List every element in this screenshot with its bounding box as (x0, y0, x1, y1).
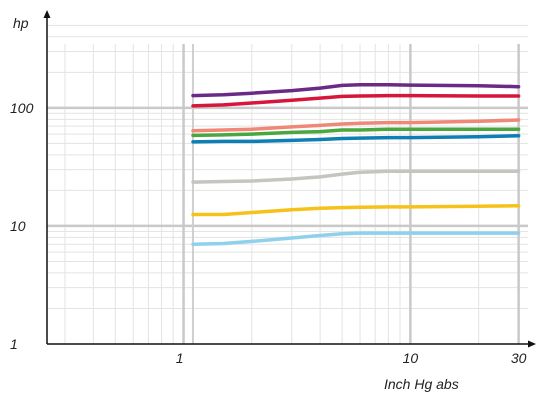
series-line-2 (191, 93, 521, 108)
x-tick-label: 10 (403, 350, 419, 366)
x-tick-label: 1 (176, 350, 184, 366)
series-line-6 (191, 169, 521, 184)
x-axis-arrow-icon (528, 340, 536, 348)
series-line-4 (191, 127, 521, 138)
series-layer (191, 82, 521, 246)
series-line-3 (191, 118, 521, 133)
y-tick-label: 10 (10, 218, 26, 234)
x-axis-title: Inch Hg abs (384, 376, 459, 392)
y-tick-label: 1 (10, 336, 18, 352)
series-line-1 (191, 82, 521, 98)
y-tick-label: 100 (10, 100, 34, 116)
minor-grid (47, 24, 528, 344)
y-axis-title: hp (13, 15, 29, 31)
major-grid (47, 44, 528, 344)
series-line-5 (191, 134, 521, 144)
series-line-8 (191, 231, 521, 246)
y-axis-arrow-icon (43, 10, 51, 18)
x-tick-label: 30 (511, 350, 527, 366)
axes (43, 10, 536, 348)
series-line-7 (191, 204, 521, 217)
tick-labels: 1 10 30 1 10 100 (10, 100, 527, 366)
